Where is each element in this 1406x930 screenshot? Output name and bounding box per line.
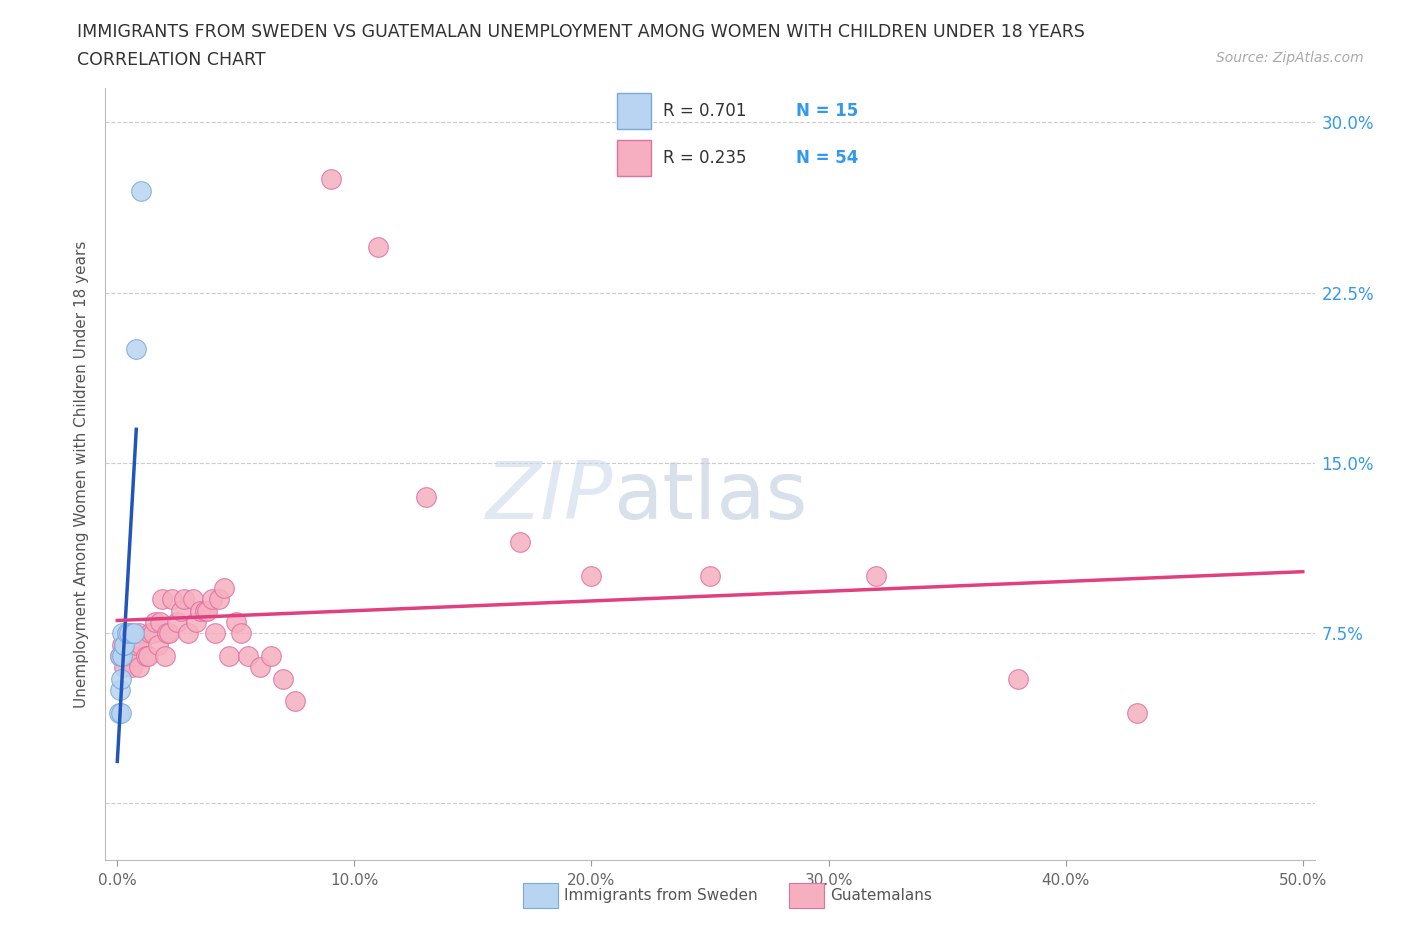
Point [177, 626, 200, 641]
Point [150, 591, 173, 606]
Point [581, 569, 603, 584]
Text: R = 0.701: R = 0.701 [664, 102, 747, 120]
Point [699, 569, 721, 584]
Point [249, 660, 271, 675]
Point [118, 626, 141, 641]
Point [115, 626, 138, 641]
Text: R = 0.235: R = 0.235 [664, 150, 747, 167]
Point [204, 626, 226, 641]
Point [271, 671, 294, 686]
Point [136, 648, 159, 663]
Point [146, 637, 169, 652]
Point [156, 626, 179, 641]
Point [149, 615, 172, 630]
Point [260, 648, 283, 663]
Text: Guatemalans: Guatemalans [830, 887, 932, 903]
Point [122, 626, 145, 641]
Point [112, 637, 135, 652]
Text: atlas: atlas [613, 458, 807, 537]
Point [218, 648, 240, 663]
Point [111, 626, 134, 641]
Point [1007, 671, 1029, 686]
Point [125, 637, 148, 652]
Point [865, 569, 887, 584]
Text: Immigrants from Sweden: Immigrants from Sweden [564, 887, 758, 903]
Point [111, 637, 134, 652]
Point [160, 591, 183, 606]
Point [184, 615, 207, 630]
Point [367, 240, 389, 255]
Point [208, 591, 231, 606]
Point [118, 626, 141, 641]
Point [212, 580, 235, 595]
Point [111, 648, 134, 663]
Point [319, 172, 342, 187]
Point [112, 660, 135, 675]
Point [143, 615, 166, 630]
Point [110, 671, 132, 686]
Point [197, 603, 219, 618]
Point [118, 648, 141, 663]
Point [188, 603, 211, 618]
Point [108, 648, 131, 663]
FancyBboxPatch shape [523, 883, 558, 908]
Point [229, 626, 252, 641]
Point [129, 183, 152, 198]
FancyBboxPatch shape [617, 93, 651, 128]
Point [173, 591, 195, 606]
Point [194, 603, 217, 618]
Point [125, 342, 148, 357]
Point [122, 648, 145, 663]
Point [225, 615, 247, 630]
Point [236, 648, 259, 663]
Point [112, 637, 135, 652]
Point [135, 648, 157, 663]
Point [284, 694, 307, 709]
FancyBboxPatch shape [789, 883, 824, 908]
Point [181, 591, 204, 606]
Point [166, 615, 188, 630]
Point [415, 489, 437, 504]
FancyBboxPatch shape [617, 140, 651, 176]
Point [108, 683, 131, 698]
Point [1126, 705, 1149, 720]
Text: ZIP: ZIP [486, 458, 613, 537]
Point [139, 626, 162, 641]
Point [509, 535, 531, 550]
Text: CORRELATION CHART: CORRELATION CHART [77, 51, 266, 69]
Point [128, 626, 150, 641]
Point [121, 626, 143, 641]
Text: N = 54: N = 54 [796, 150, 859, 167]
Text: Source: ZipAtlas.com: Source: ZipAtlas.com [1216, 51, 1364, 65]
Point [108, 648, 131, 663]
Point [129, 637, 152, 652]
Y-axis label: Unemployment Among Women with Children Under 18 years: Unemployment Among Women with Children U… [75, 241, 90, 708]
Point [142, 626, 165, 641]
Point [170, 603, 193, 618]
Point [159, 626, 181, 641]
Point [115, 626, 138, 641]
Point [108, 705, 131, 720]
Point [128, 660, 150, 675]
Point [201, 591, 224, 606]
Point [110, 705, 132, 720]
Text: IMMIGRANTS FROM SWEDEN VS GUATEMALAN UNEMPLOYMENT AMONG WOMEN WITH CHILDREN UNDE: IMMIGRANTS FROM SWEDEN VS GUATEMALAN UNE… [77, 23, 1085, 41]
Point [121, 660, 143, 675]
Text: N = 15: N = 15 [796, 102, 859, 120]
Point [153, 648, 176, 663]
